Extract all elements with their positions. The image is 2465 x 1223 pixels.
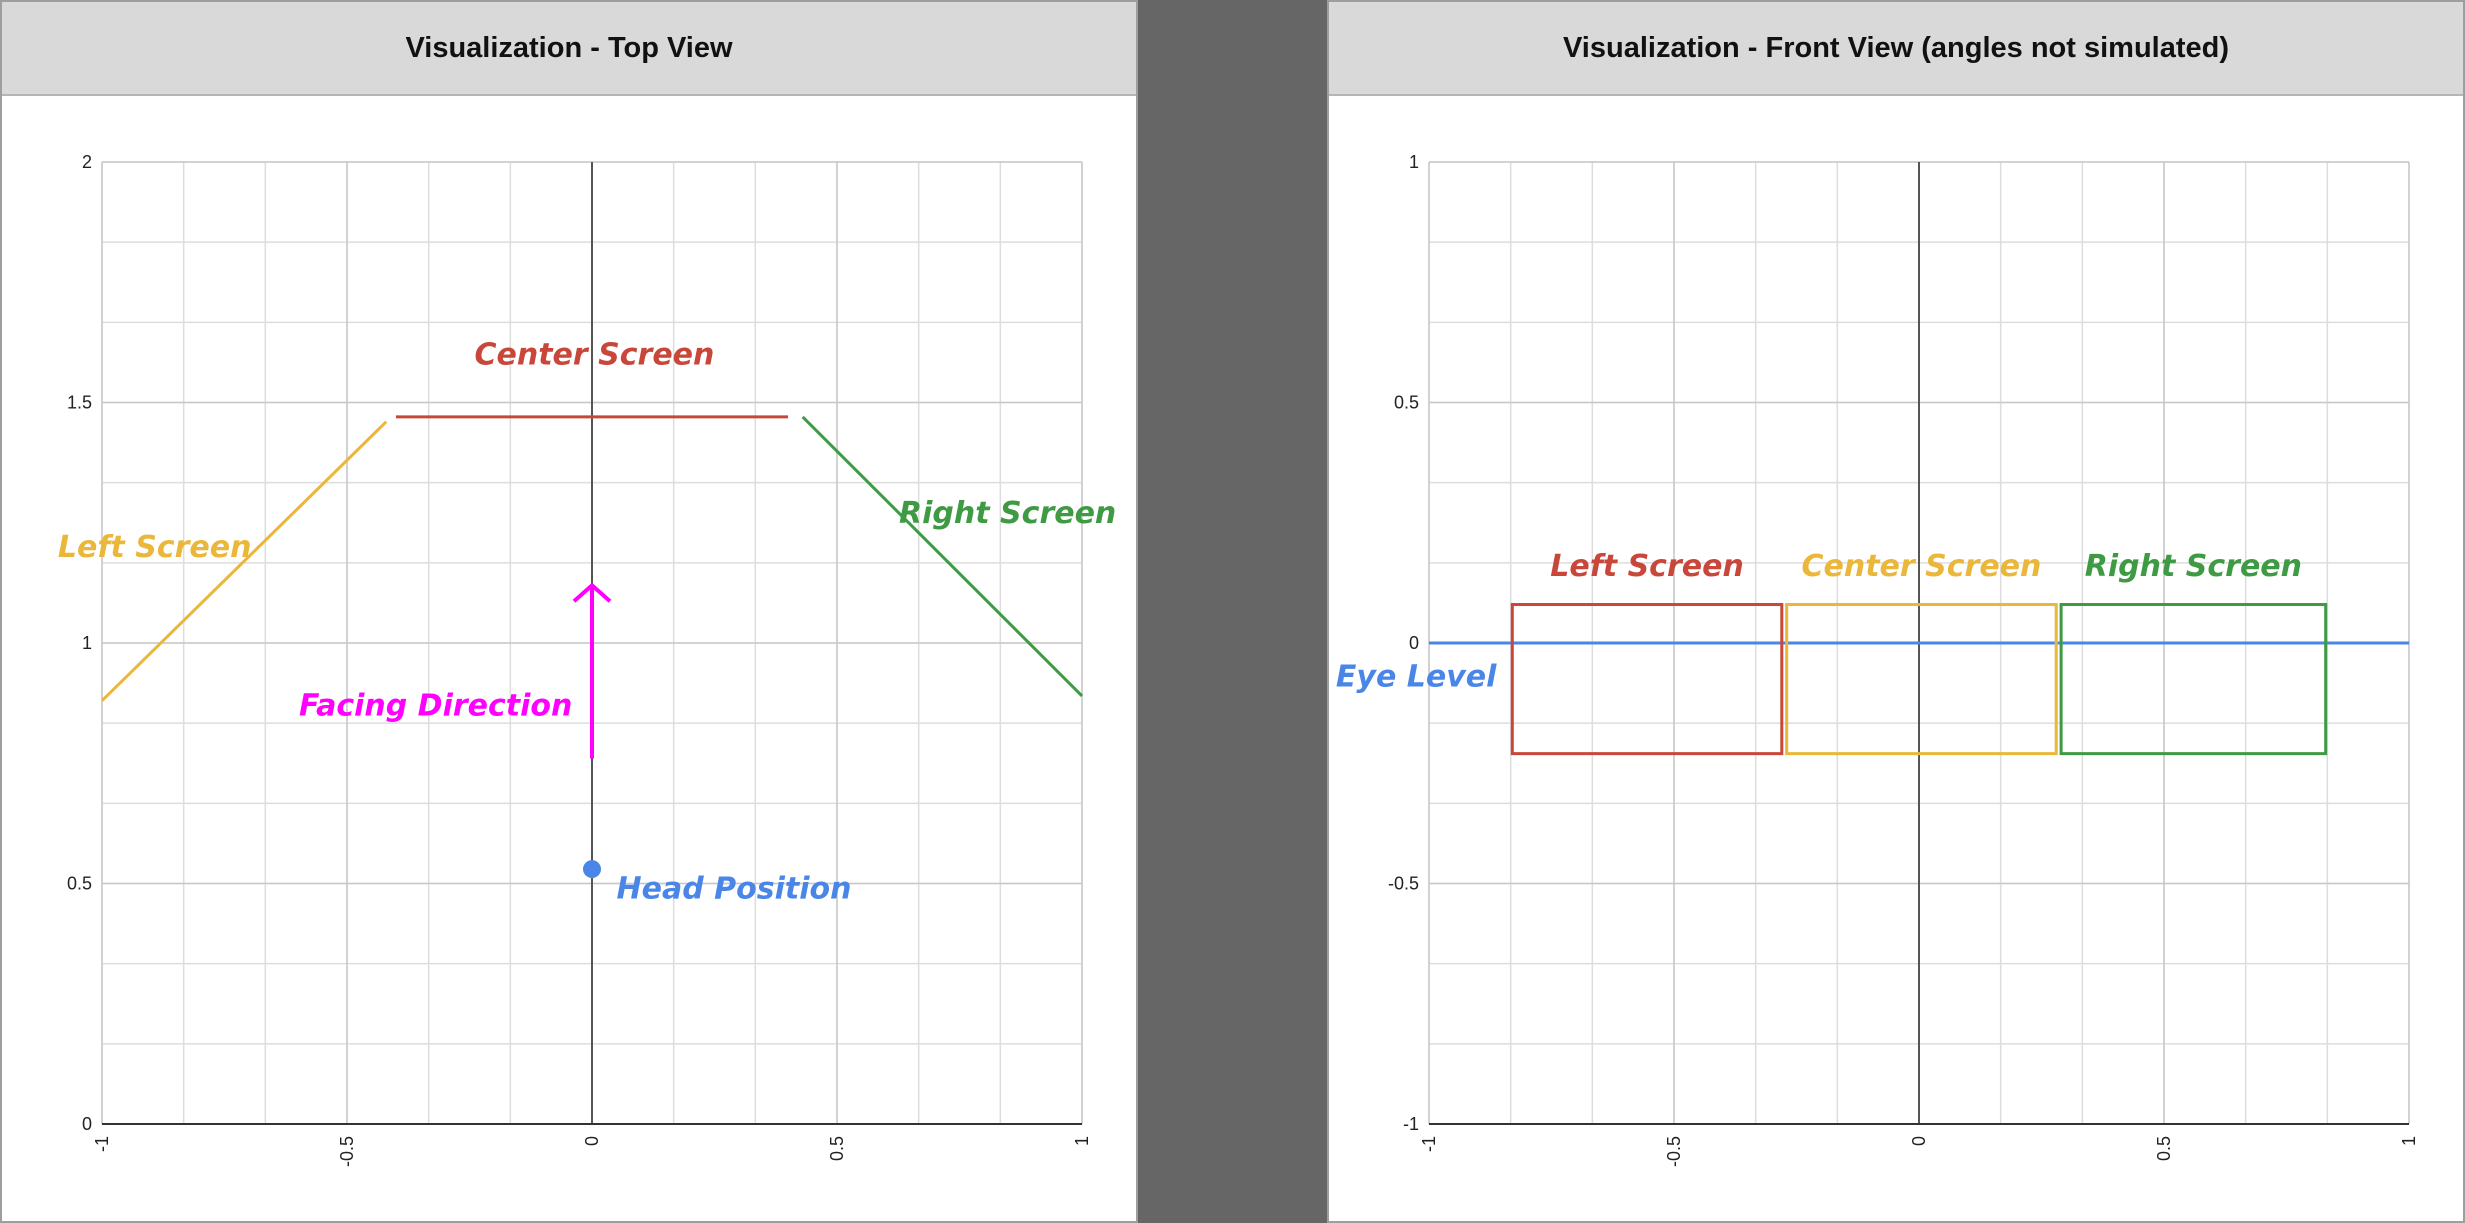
- y-tick-label: 2: [82, 152, 92, 172]
- x-tick-label: 0: [582, 1136, 602, 1146]
- y-tick-label: 1: [1409, 152, 1419, 172]
- y-tick-label: -1: [1403, 1114, 1419, 1134]
- screen-rect-right-screen: [2059, 603, 2328, 756]
- screen-line-right-screen: [801, 415, 1084, 697]
- x-tick-label: -0.5: [1664, 1136, 1684, 1167]
- y-tick-label: 0: [82, 1114, 92, 1134]
- y-tick-label: -0.5: [1388, 874, 1419, 894]
- facing-direction-label: Facing Direction: [299, 689, 572, 724]
- left-screen-label: Left Screen: [58, 530, 252, 565]
- front-view-title: Visualization - Front View (angles not s…: [1329, 2, 2463, 96]
- y-tick-label: 0.5: [1394, 393, 1419, 413]
- screen-rect-left-screen: [1510, 603, 1784, 756]
- x-tick-label: 0.5: [2154, 1136, 2174, 1161]
- x-tick-label: 1: [1072, 1136, 1092, 1146]
- x-tick-label: 0.5: [827, 1136, 847, 1161]
- facing-direction-arrowhead: [572, 582, 612, 603]
- top-view-title: Visualization - Top View: [2, 2, 1136, 96]
- x-tick-label: -1: [92, 1136, 112, 1152]
- head-position-label: Head Position: [617, 871, 852, 906]
- eye-level-label: Eye Level: [1336, 660, 1497, 695]
- top-view-chart: 0 0.5 1 1.5 2 -1 -0.5 0 0.5 1 Center Screen Left Sc…: [58, 152, 1116, 1167]
- x-tick-label: 1: [2399, 1136, 2419, 1146]
- top-view-panel: Visualization - Top View 0 0.5 1 1.5 2 -1 -0.5…: [0, 0, 1138, 1223]
- head-position-point: [583, 860, 601, 879]
- y-tick-label: 0.5: [67, 874, 92, 894]
- x-tick-label: -1: [1419, 1136, 1439, 1152]
- screen-rect-center-screen: [1785, 603, 2058, 756]
- y-tick-label: 1: [82, 633, 92, 653]
- front-view-panel: Visualization - Front View (angles not s…: [1327, 0, 2465, 1223]
- screen-label-right-screen: Right Screen: [2085, 549, 2302, 584]
- x-tick-label: -0.5: [337, 1136, 357, 1167]
- y-tick-label: 0: [1409, 633, 1419, 653]
- screen-label-center-screen: Center Screen: [1802, 549, 2042, 584]
- panel-divider: [1138, 0, 1327, 1223]
- right-screen-label: Right Screen: [899, 496, 1116, 531]
- screen-label-left-screen: Left Screen: [1550, 549, 1744, 584]
- center-screen-label: Center Screen: [475, 337, 715, 372]
- screen-line-left-screen: [100, 420, 388, 702]
- y-tick-label: 1.5: [67, 393, 92, 413]
- front-view-chart: -1 -0.5 0 0.5 1 -1 -0.5 0 0.5 1 Left Screen Center …: [1336, 152, 2419, 1167]
- x-tick-label: 0: [1909, 1136, 1929, 1146]
